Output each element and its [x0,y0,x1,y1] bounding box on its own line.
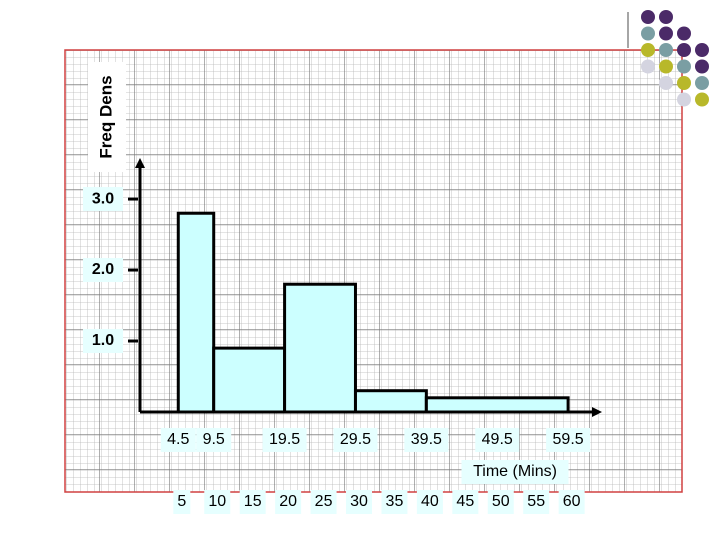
decor-dot [677,43,691,57]
x2-tick-label: 50 [492,493,510,510]
bar [283,282,357,414]
x2-tick-box [173,490,191,514]
x2-tick-box [204,490,231,514]
decor-dot [659,76,673,90]
bar [353,389,428,414]
x2-tick-label: 60 [563,493,581,510]
y-tick-label: 3.0 [92,190,114,207]
decor-dot [677,26,691,41]
decor-dot [659,59,673,74]
y-axis-title: Freq Dens [96,75,115,158]
x-tick-label: 39.5 [411,431,442,448]
x2-tick-box [452,490,479,514]
y-tick-box [83,187,123,212]
x2-tick-label: 5 [177,493,186,510]
decor-dot [659,43,673,57]
x2-tick-box [523,490,550,514]
decor-dot [695,92,709,107]
x-tick-box [475,428,520,452]
x2-tick-box [558,490,585,514]
decor-dot [641,10,655,24]
x2-tick-label: 45 [456,493,474,510]
x2-tick-box [275,490,302,514]
x2-tick-label: 55 [527,493,545,510]
x2-tick-label: 10 [208,493,226,510]
x2-tick-label: 25 [315,493,333,510]
x2-tick-box [346,490,373,514]
x-tick-box [196,428,232,452]
y-tick-label: 2.0 [92,261,114,278]
decor-dot [695,76,709,90]
decor-dot [641,26,655,41]
y-tick-box [83,329,123,354]
y-tick-label: 1.0 [92,332,114,349]
decor-dot [695,59,709,74]
x-tick-label: 29.5 [340,431,371,448]
decor-dot [677,59,691,74]
x-tick-label: 4.5 [167,431,189,448]
x2-tick-label: 30 [350,493,368,510]
decor-dot [677,92,691,107]
x-axis-arrow [592,407,602,417]
x-tick-box [160,428,196,452]
decor-dot [659,10,673,24]
x-tick-label: 49.5 [482,431,513,448]
x2-tick-label: 15 [244,493,262,510]
x2-tick-box [381,490,408,514]
x-tick-label: 59.5 [553,431,584,448]
x-axis-title: Time (Mins) [473,463,557,480]
decor-dot [677,76,691,90]
x2-tick-box [310,490,337,514]
decor-dots [641,10,709,107]
x-tick-label: 19.5 [269,431,300,448]
ylabel-box [88,62,126,172]
x-tick-box [262,428,307,452]
decor-dot [695,43,709,57]
decor-dot [641,43,655,57]
x2-tick-box [416,490,443,514]
x2-tick-box [487,490,514,514]
decor-dot [641,59,655,74]
x2-tick-box [239,490,266,514]
graph-paper [64,49,683,493]
y-axis-arrow [135,158,145,168]
plot: 1.0 2.0 3.0 4.5 9.5 19.5 29.5 39.5 49.5 59.5 5 10 15… [83,158,602,514]
y-tick-box [83,258,123,283]
x2-tick-label: 20 [279,493,297,510]
x-tick-box [546,428,591,452]
bar [212,346,287,414]
x-title-box [461,460,569,484]
x2-tick-label: 35 [386,493,404,510]
bar [424,396,570,414]
x2-tick-label: 40 [421,493,439,510]
x-tick-box [333,428,378,452]
decor-dot [659,26,673,41]
bar [176,211,216,414]
x-tick-box [404,428,449,452]
x-tick-label: 9.5 [203,431,225,448]
